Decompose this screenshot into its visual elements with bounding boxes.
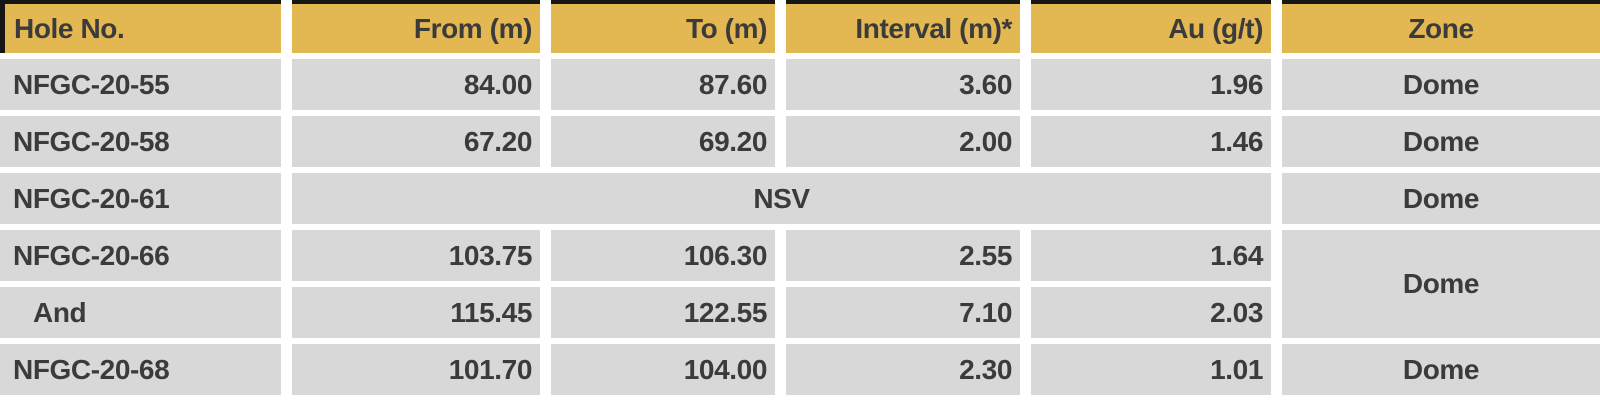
cell-to: 106.30 bbox=[551, 230, 775, 281]
cell-hole-no: And bbox=[0, 287, 281, 338]
cell-interval: 2.00 bbox=[786, 116, 1020, 167]
cell-zone: Dome bbox=[1282, 59, 1600, 110]
cell-from: 101.70 bbox=[292, 344, 540, 395]
header-interval: Interval (m)* bbox=[786, 0, 1020, 53]
cell-au: 1.46 bbox=[1031, 116, 1271, 167]
cell-from: 67.20 bbox=[292, 116, 540, 167]
cell-to: 122.55 bbox=[551, 287, 775, 338]
cell-hole-no: NFGC-20-55 bbox=[0, 59, 281, 110]
cell-hole-no: NFGC-20-68 bbox=[0, 344, 281, 395]
header-zone: Zone bbox=[1282, 0, 1600, 53]
cell-zone: Dome bbox=[1282, 173, 1600, 224]
cell-to: 87.60 bbox=[551, 59, 775, 110]
cell-au: 1.01 bbox=[1031, 344, 1271, 395]
cell-interval: 7.10 bbox=[786, 287, 1020, 338]
cell-hole-no: NFGC-20-66 bbox=[0, 230, 281, 281]
cell-zone: Dome bbox=[1282, 116, 1600, 167]
cell-hole-no: NFGC-20-61 bbox=[0, 173, 281, 224]
cell-interval: 3.60 bbox=[786, 59, 1020, 110]
cell-au: 1.64 bbox=[1031, 230, 1271, 281]
header-from: From (m) bbox=[292, 0, 540, 53]
header-hole-no: Hole No. bbox=[0, 0, 281, 53]
cell-zone-merged: Dome bbox=[1282, 230, 1600, 338]
header-to: To (m) bbox=[551, 0, 775, 53]
cell-nsv-merged: NSV bbox=[292, 173, 1271, 224]
header-au: Au (g/t) bbox=[1031, 0, 1271, 53]
cell-from: 115.45 bbox=[292, 287, 540, 338]
cell-to: 69.20 bbox=[551, 116, 775, 167]
cell-from: 84.00 bbox=[292, 59, 540, 110]
cell-au: 1.96 bbox=[1031, 59, 1271, 110]
cell-au: 2.03 bbox=[1031, 287, 1271, 338]
cell-from: 103.75 bbox=[292, 230, 540, 281]
cell-hole-no: NFGC-20-58 bbox=[0, 116, 281, 167]
cell-interval: 2.55 bbox=[786, 230, 1020, 281]
cell-to: 104.00 bbox=[551, 344, 775, 395]
cell-interval: 2.30 bbox=[786, 344, 1020, 395]
cell-zone: Dome bbox=[1282, 344, 1600, 395]
